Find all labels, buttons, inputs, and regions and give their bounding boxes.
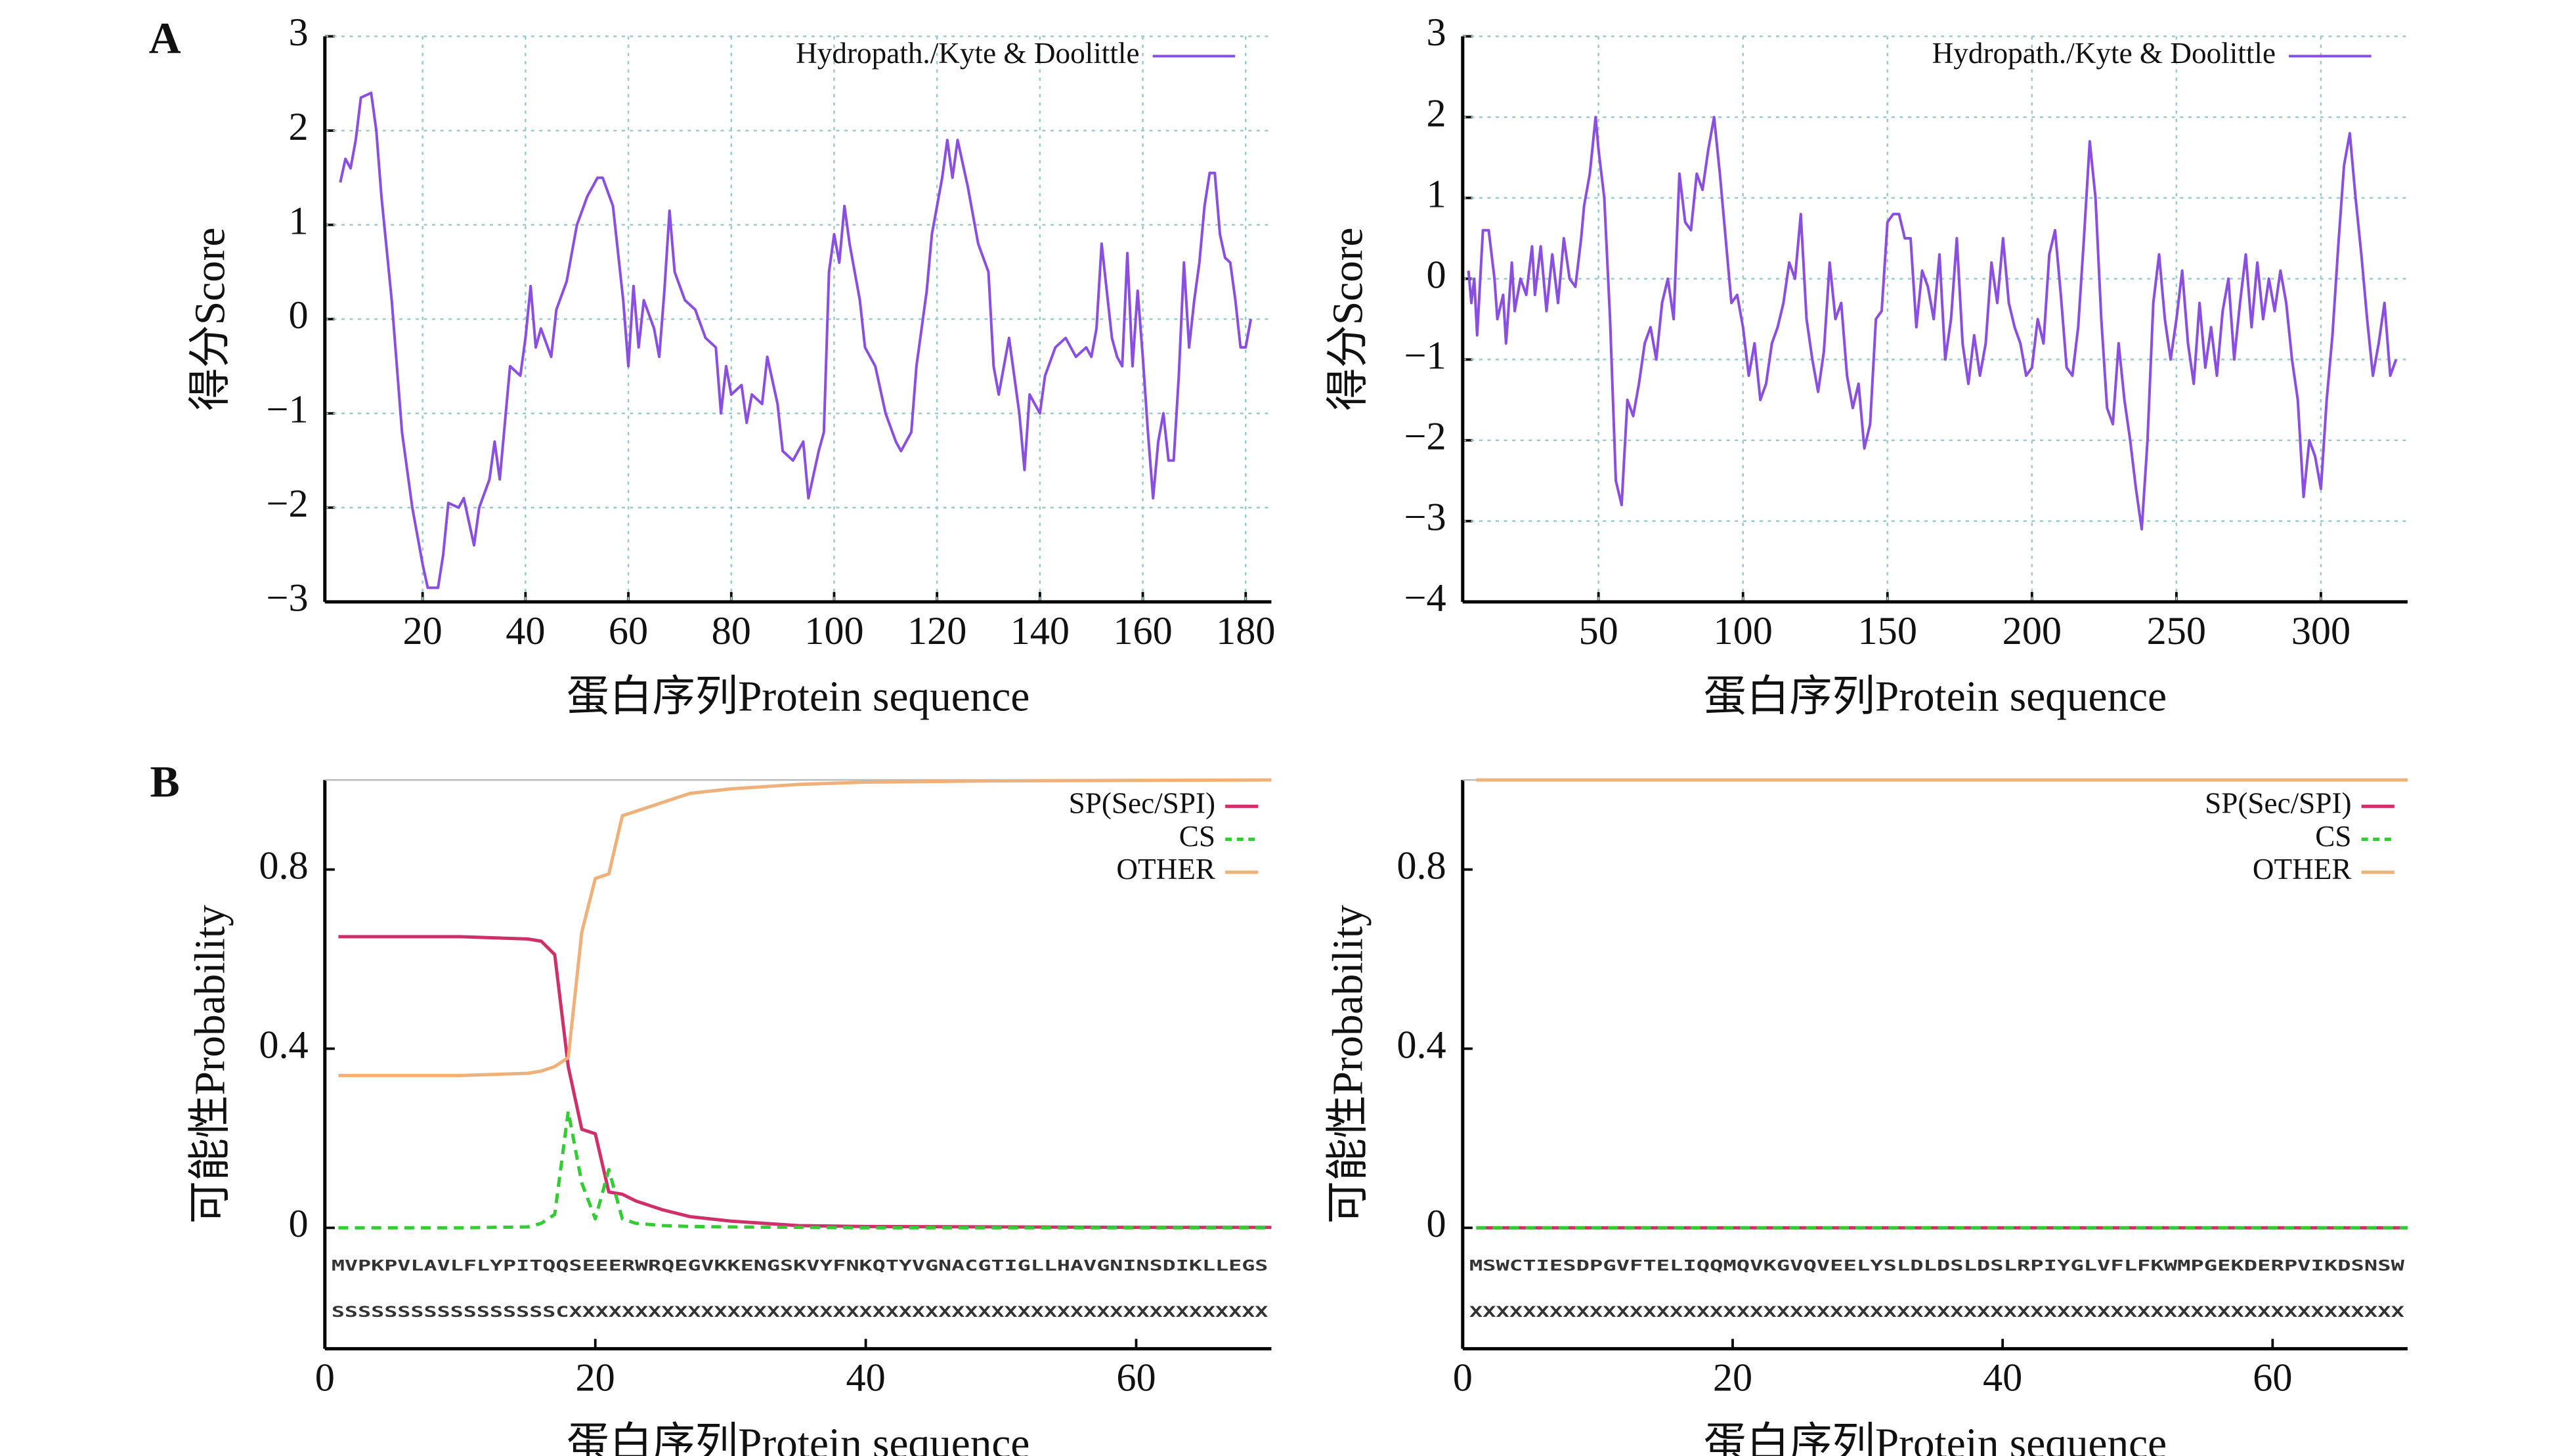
x-tick-label: 100	[804, 609, 863, 653]
y-tick-label: 3	[1427, 11, 1446, 54]
y-tick-label: −3	[1404, 496, 1446, 540]
series-line	[338, 935, 1272, 1230]
y-tick-label: 0.4	[259, 1023, 308, 1067]
y-tick-label: 2	[1427, 91, 1446, 135]
x-tick-label: 140	[1010, 609, 1070, 653]
x-axis-title: 蛋白序列Protein sequence	[567, 674, 1029, 721]
x-tick-label: 50	[1579, 609, 1618, 653]
legend-label: CS	[1179, 820, 1215, 853]
x-tick-label: 60	[609, 609, 648, 653]
x-tick-label: 120	[907, 609, 966, 653]
series-line	[339, 91, 1253, 589]
x-axis-title: 蛋白序列Protein sequence	[567, 1420, 1029, 1456]
x-tick-label: 40	[1983, 1356, 2022, 1400]
y-tick-label: 0.8	[259, 844, 308, 888]
x-tick-label: 200	[2003, 609, 2062, 653]
sequence-row: MVPKPVLAVLFLYPITQQSEEERWRQEGVKKENGSKVYFN…	[332, 1258, 1268, 1275]
legend-label: OTHER	[1116, 853, 1215, 886]
x-tick-label: 100	[1714, 609, 1773, 653]
x-tick-label: 60	[1116, 1356, 1156, 1400]
y-tick-label: 0	[1427, 253, 1446, 297]
x-tick-label: 250	[2147, 609, 2206, 653]
x-tick-label: 20	[403, 609, 443, 653]
x-tick-label: 40	[506, 609, 545, 653]
sequence-row: XXXXXXXXXXXXXXXXXXXXXXXXXXXXXXXXXXXXXXXX…	[1469, 1304, 2405, 1321]
x-tick-label: 0	[315, 1356, 335, 1400]
x-tick-label: 160	[1113, 609, 1172, 653]
y-tick-label: 0.4	[1397, 1023, 1446, 1067]
y-tick-label: −1	[267, 388, 309, 432]
x-axis-title: 蛋白序列Protein sequence	[1704, 1420, 2167, 1456]
y-tick-label: −4	[1404, 576, 1446, 620]
legend-label: SP(Sec/SPI)	[2205, 787, 2351, 820]
series-line	[338, 1109, 1272, 1230]
x-tick-label: 150	[1858, 609, 1917, 653]
y-tick-label: −2	[1404, 415, 1446, 459]
x-tick-label: 20	[576, 1356, 615, 1400]
y-tick-label: 2	[289, 105, 309, 149]
x-axis-title: 蛋白序列Protein sequence	[1704, 674, 2167, 721]
legend-label: Hydropath./Kyte & Doolittle	[1932, 37, 2276, 70]
y-tick-label: 0	[289, 1202, 309, 1246]
y-tick-label: 3	[289, 11, 309, 54]
y-axis-title: 可能性Probability	[186, 905, 234, 1224]
sequence-row: MSWCTIESDPGVFTELIQQMQVKGVQVEELYSLDLDSLDS…	[1469, 1258, 2405, 1275]
y-tick-label: −2	[267, 482, 309, 526]
panel-label: A	[149, 14, 181, 63]
x-tick-label: 80	[712, 609, 751, 653]
x-tick-label: 300	[2291, 609, 2350, 653]
y-axis-title: 得分Score	[1325, 227, 1372, 410]
x-tick-label: 180	[1216, 609, 1275, 653]
x-tick-label: 60	[2253, 1356, 2292, 1400]
series-line	[338, 778, 1272, 1077]
legend-label: SP(Sec/SPI)	[1069, 787, 1215, 820]
legend-label: CS	[2315, 820, 2351, 853]
panel-label: B	[150, 758, 180, 807]
y-tick-label: 1	[289, 199, 309, 243]
y-tick-label: −1	[1404, 333, 1446, 377]
x-tick-label: 0	[1453, 1356, 1473, 1400]
x-tick-label: 40	[846, 1356, 885, 1400]
y-tick-label: 0.8	[1397, 844, 1446, 888]
y-tick-label: 0	[1427, 1202, 1446, 1246]
y-tick-label: 0	[289, 293, 309, 337]
legend-label: OTHER	[2253, 853, 2352, 886]
legend-label: Hydropath./Kyte & Doolittle	[796, 37, 1139, 70]
y-tick-label: 1	[1427, 172, 1446, 216]
x-tick-label: 20	[1713, 1356, 1752, 1400]
y-axis-title: 可能性Probability	[1325, 905, 1372, 1224]
series-line	[1467, 116, 2398, 531]
y-tick-label: −3	[267, 576, 309, 620]
y-axis-title: 得分Score	[186, 227, 234, 410]
sequence-row: SSSSSSSSSSSSSSSSSCXXXXXXXXXXXXXXXXXXXXXX…	[332, 1304, 1268, 1321]
